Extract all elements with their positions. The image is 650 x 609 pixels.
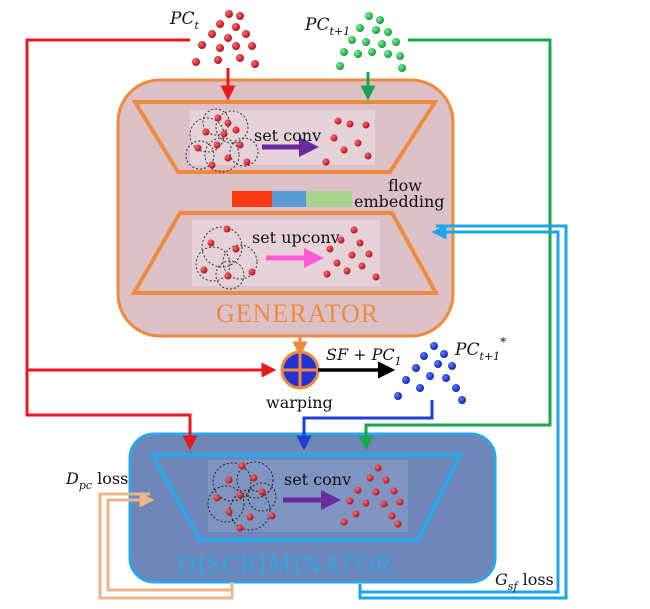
generator-block: flow embedding GENERATOR set conv [116,78,455,338]
pc-t1-label: PCt+1 [304,15,350,38]
g-sf-loss-label: Gsf loss [495,570,554,593]
embedding-bar-blue [272,191,306,207]
generator-decoder-shape [130,211,440,295]
generator-encoder-shape [131,100,439,174]
discriminator-shape [148,453,464,542]
pc-t-skip-path [25,38,277,378]
d-pc-loss-label: Dpc loss [65,469,128,492]
set-conv-label-gen: set conv [254,126,321,145]
decoder-input-points [200,225,256,280]
pc-t1-predicted-cloud [394,342,466,404]
discriminator-block: DISCRIMINATOR set conv [128,432,497,584]
generator-title: GENERATOR [216,299,379,328]
flow-label: flow [388,176,422,195]
pc-t1-predicted-label: PCt+1* [454,335,506,363]
embedding-bar-red [232,191,272,207]
pc-t-to-discriminator-path [25,370,198,451]
pc-t1-to-discriminator-path [358,38,552,451]
discriminator-title: DISCRIMINATOR [177,550,393,579]
decoder-output-points [323,226,380,281]
prediction-to-discriminator-path [296,400,434,451]
warping-label: warping [266,393,333,412]
sf-pc-label: SF + PC1 [326,345,402,368]
pc-t1-cloud [336,12,406,72]
discriminator-neighborhood-circles [207,461,277,531]
d-pc-loss-path [98,492,234,600]
pc-t-cloud [192,10,259,68]
set-conv-label-dis: set conv [284,470,351,489]
encoder-input-points [194,114,251,169]
g-sf-loss-path [358,224,568,600]
decoder-panel [192,220,380,286]
discriminator-output-points [340,464,404,528]
embedding-bar-green [306,191,352,207]
discriminator-input-points [213,462,276,532]
embedding-label: embedding [354,192,445,211]
pc-t-label: PCt [169,9,199,32]
encoder-output-points [322,117,372,166]
decoder-neighborhood-circles [195,226,258,290]
warping-node [280,350,320,390]
set-upconv-label: set upconv [252,228,340,247]
